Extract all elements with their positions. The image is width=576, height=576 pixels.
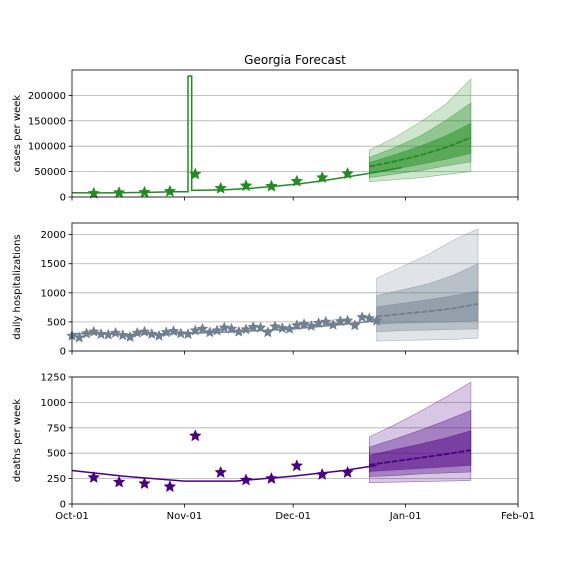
observed-point bbox=[239, 179, 253, 192]
y-tick-label: 1000 bbox=[41, 288, 66, 299]
axes-frame bbox=[71, 222, 519, 352]
observed-point bbox=[218, 321, 231, 333]
y-tick-label: 50000 bbox=[34, 167, 66, 178]
figure-title: Georgia Forecast bbox=[244, 53, 346, 67]
observed-point bbox=[214, 181, 228, 194]
observed-point bbox=[283, 322, 296, 334]
forecast-median-line bbox=[369, 136, 472, 168]
y-tick-label: 1500 bbox=[41, 259, 66, 270]
observed-point bbox=[290, 174, 304, 187]
observed-point bbox=[109, 326, 122, 338]
y-tick-label: 0 bbox=[60, 193, 66, 204]
observed-point bbox=[174, 327, 187, 339]
observed-point bbox=[116, 329, 129, 341]
forecast-median-line bbox=[369, 449, 472, 466]
observed-point bbox=[363, 312, 376, 324]
observed-point bbox=[276, 322, 289, 334]
forecast-band-50 bbox=[376, 290, 479, 325]
observed-point bbox=[265, 471, 278, 485]
y-tick-label: 0 bbox=[60, 500, 66, 511]
observed-point bbox=[315, 467, 329, 480]
observed-point bbox=[290, 459, 304, 472]
panels: 0 50000 100000 150000 200000 cases per week 0 5… bbox=[12, 69, 535, 523]
observed-point bbox=[112, 475, 126, 488]
observed-point bbox=[87, 186, 101, 199]
y-tick-label: 750 bbox=[47, 423, 66, 434]
observed-point bbox=[265, 179, 278, 192]
observed-point bbox=[327, 318, 339, 330]
observed-point bbox=[356, 311, 368, 323]
observed-point bbox=[167, 325, 180, 337]
y-tick-label: 100000 bbox=[28, 142, 66, 153]
x-tick-label: Nov-01 bbox=[167, 511, 203, 522]
observed-point bbox=[315, 171, 329, 184]
y-axis-title: deaths per week bbox=[12, 399, 23, 483]
observed-line bbox=[71, 75, 403, 194]
axes-frame bbox=[71, 376, 519, 505]
observed-point bbox=[87, 325, 100, 337]
observed-point bbox=[370, 314, 383, 326]
observed-point bbox=[163, 480, 177, 493]
observed-point bbox=[240, 323, 252, 335]
y-tick-label: 200000 bbox=[28, 91, 66, 102]
observed-point bbox=[138, 185, 151, 198]
observed-point bbox=[124, 330, 136, 343]
x-tick-label: Feb-01 bbox=[501, 511, 535, 522]
observed-point bbox=[341, 166, 354, 180]
observed-point bbox=[95, 327, 107, 340]
forecast-median-line bbox=[376, 303, 479, 318]
x-tick-label: Oct-01 bbox=[55, 511, 89, 522]
y-tick-label: 500 bbox=[47, 449, 66, 460]
observed-point bbox=[305, 319, 318, 331]
observed-point bbox=[254, 321, 267, 333]
panel-cases: 0 50000 100000 150000 200000 cases per week bbox=[12, 69, 519, 204]
observed-point bbox=[188, 167, 202, 180]
observed-point bbox=[239, 473, 253, 486]
observed-point bbox=[247, 320, 260, 333]
y-tick-label: 0 bbox=[60, 347, 66, 358]
observed-point bbox=[182, 327, 194, 340]
observed-point bbox=[112, 186, 126, 199]
x-tick-label: Jan-01 bbox=[389, 511, 422, 522]
y-tick-label: 1250 bbox=[41, 373, 66, 384]
observed-point bbox=[138, 477, 151, 490]
observed-point bbox=[138, 325, 151, 337]
observed-point bbox=[211, 324, 223, 336]
panel-hospital: 0 500 1000 1500 2000 daily hospitalizations bbox=[12, 222, 519, 358]
observed-point bbox=[145, 327, 158, 340]
y-tick-label: 2000 bbox=[41, 230, 66, 241]
observed-point bbox=[73, 331, 86, 343]
observed-point bbox=[232, 325, 245, 337]
axes-frame bbox=[71, 69, 519, 198]
y-tick-label: 150000 bbox=[28, 116, 66, 127]
observed-point bbox=[188, 429, 202, 442]
observed-point bbox=[153, 329, 165, 341]
observed-point bbox=[87, 470, 101, 483]
y-tick-label: 500 bbox=[47, 317, 66, 328]
observed-point bbox=[341, 314, 354, 326]
observed-point bbox=[214, 465, 228, 478]
observed-point bbox=[269, 320, 281, 332]
y-axis-title: cases per week bbox=[12, 95, 23, 173]
y-axis-title: daily hospitalizations bbox=[12, 234, 23, 339]
y-tick-label: 1000 bbox=[41, 398, 66, 409]
observed-point bbox=[348, 319, 361, 331]
x-tick-label: Dec-01 bbox=[275, 511, 311, 522]
observed-point bbox=[298, 318, 310, 330]
observed-point bbox=[341, 465, 354, 478]
panel-deaths: 0 250 500 750 1000 1250 Oct-01 Nov-01 Dec-01 Jan-… bbox=[12, 373, 535, 523]
y-tick-label: 250 bbox=[47, 474, 66, 485]
observed-point bbox=[163, 184, 177, 197]
